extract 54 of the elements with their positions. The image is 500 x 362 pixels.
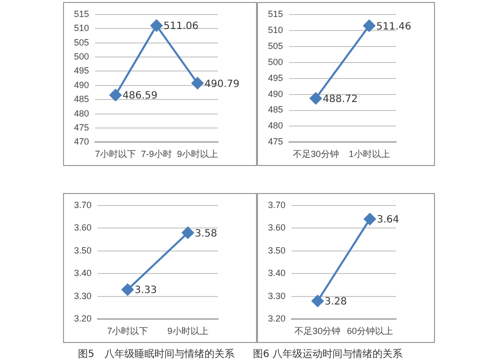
y-tick-label: 3.70: [74, 200, 92, 210]
data-label: 486.59: [122, 90, 158, 102]
y-tick-label: 515: [268, 8, 284, 19]
point: [150, 20, 163, 32]
point: [110, 89, 122, 102]
y-tick-label: 3.60: [268, 222, 286, 233]
data-label: 3.33: [134, 285, 157, 296]
x-tick-label: 1小时以上: [348, 149, 390, 160]
y-tick-label: 3.30: [268, 290, 286, 301]
x-tick-label: 9小时以上: [176, 149, 218, 160]
x-tick-label: 9小时以上: [167, 326, 208, 336]
y-tick-label: 485: [74, 94, 90, 104]
y-tick-label: 3.40: [268, 268, 286, 278]
y-tick-label: 515: [74, 8, 90, 19]
x-tick-label: 不足30分钟: [292, 149, 339, 160]
data-label: 511.46: [376, 21, 412, 32]
y-tick-label: 3.20: [268, 314, 286, 324]
data-label: 3.28: [324, 296, 347, 308]
y-tick-label: 495: [268, 72, 284, 83]
y-tick-label: 480: [268, 120, 284, 131]
y-tick-label: 495: [74, 66, 90, 76]
y-tick-label: 3.70: [268, 200, 286, 210]
data-label: 488.72: [322, 94, 358, 105]
x-tick-label: 60分钟以上: [346, 326, 393, 336]
x-tick-label: 7-9小时: [141, 149, 172, 160]
y-tick-label: 3.60: [74, 222, 92, 233]
caption: 图5 八年级睡眠时间与情绪的关系: [78, 348, 234, 361]
data-label: 3.64: [376, 214, 400, 226]
y-tick-label: 500: [268, 56, 284, 67]
x-tick-label: 7小时以下: [107, 326, 148, 336]
y-tick-label: 490: [268, 88, 284, 99]
y-tick-label: 475: [268, 136, 284, 147]
y-tick-label: 485: [268, 104, 284, 115]
data-label: 3.58: [194, 228, 218, 240]
y-tick-label: 505: [74, 37, 90, 48]
y-tick-label: 3.30: [74, 290, 92, 301]
y-tick-label: 3.40: [74, 268, 92, 278]
point: [192, 77, 204, 90]
y-tick-label: 490: [74, 80, 90, 90]
y-tick-label: 510: [74, 23, 90, 34]
data-label: 511.06: [164, 21, 199, 32]
y-tick-label: 475: [74, 122, 90, 132]
x-tick-label: 不足30分钟: [294, 326, 341, 336]
caption: 图6 八年级运动时间与情绪的关系: [253, 348, 403, 361]
y-tick-label: 480: [74, 108, 90, 118]
y-tick-label: 3.50: [268, 245, 286, 256]
x-tick-label: 7小时以下: [95, 149, 136, 160]
y-tick-label: 500: [74, 51, 90, 62]
y-tick-label: 3.20: [74, 314, 92, 324]
data-label: 490.79: [204, 78, 240, 90]
y-tick-label: 510: [268, 24, 284, 35]
y-tick-label: 505: [268, 40, 284, 51]
y-tick-label: 3.50: [74, 245, 92, 256]
y-tick-label: 470: [74, 136, 90, 147]
